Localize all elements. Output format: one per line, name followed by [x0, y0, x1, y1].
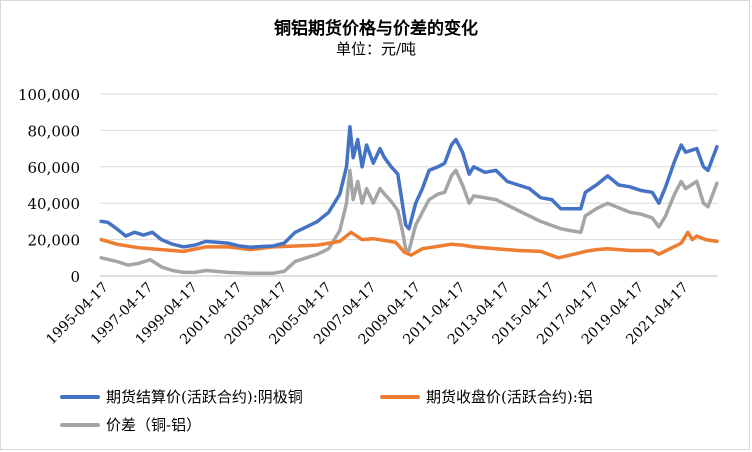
- legend-label-copper: 期货结算价(活跃合约):阴极铜: [106, 388, 303, 406]
- chart-subtitle: 单位：元/吨: [335, 40, 417, 58]
- legend-swatch-copper: [60, 394, 100, 399]
- y-tick-label: 20,000: [28, 232, 81, 250]
- y-tick-label: 40,000: [28, 195, 81, 213]
- legend-swatch-spread: [60, 422, 100, 427]
- legend-item-spread: 价差（铜-铝）: [60, 414, 201, 435]
- legend-label-spread: 价差（铜-铝）: [106, 416, 202, 434]
- legend-swatch-aluminum: [380, 394, 420, 399]
- series-line-aluminum: [99, 230, 719, 260]
- series-line-spread: [99, 168, 719, 276]
- y-tick-label: 0: [70, 268, 80, 286]
- chart-title: 铜铝期货价格与价差的变化: [274, 19, 478, 39]
- y-tick-label: 80,000: [28, 122, 81, 140]
- series-line-copper: [99, 125, 719, 249]
- y-axis-tick-labels: 0 20,000 40,000 60,000 80,000 100,000: [18, 86, 80, 286]
- legend-item-aluminum: 期货收盘价(活跃合约):铝: [380, 386, 593, 407]
- gridlines: [100, 93, 718, 241]
- series-lines: [99, 125, 719, 276]
- legend-label-aluminum: 期货收盘价(活跃合约):铝: [426, 388, 593, 406]
- x-axis-tick-labels: 1995-04-171997-04-171999-04-172001-04-17…: [43, 280, 691, 348]
- legend-item-copper: 期货结算价(活跃合约):阴极铜: [60, 386, 303, 407]
- y-tick-label: 60,000: [28, 159, 81, 177]
- y-tick-label: 100,000: [18, 86, 80, 104]
